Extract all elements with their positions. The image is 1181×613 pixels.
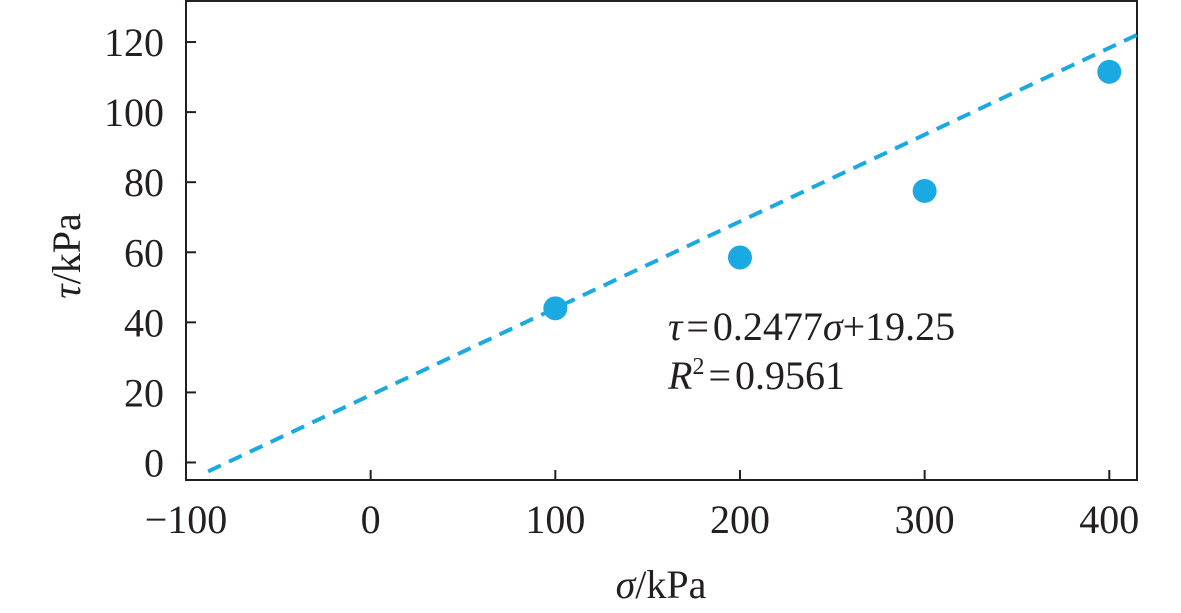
y-tick-label: 60 [124, 230, 164, 275]
y-tick-label: 0 [144, 440, 164, 485]
y-tick-label: 80 [124, 160, 164, 205]
plot-frame-group [185, 0, 1138, 481]
x-tick-label: 400 [1079, 497, 1139, 542]
regression-equation: τ = 0.2477σ+19.25 [668, 304, 955, 349]
data-point [912, 178, 937, 203]
r-squared-label: R2 = 0.9561 [667, 353, 845, 398]
x-tick-label: 0 [361, 497, 381, 542]
x-tick-label: 100 [525, 497, 585, 542]
fit-line-group [207, 33, 1138, 474]
y-tick-label: 40 [124, 300, 164, 345]
x-tick-label: −100 [145, 497, 228, 542]
y-tick-label: 100 [104, 90, 164, 135]
data-point [727, 245, 752, 270]
x-axis-title: σ/kPa [616, 562, 707, 607]
y-tick-label: 120 [104, 20, 164, 65]
x-tick-label: 300 [895, 497, 955, 542]
y-axis-title: τ/kPa [44, 213, 89, 299]
data-point [1097, 59, 1122, 84]
plot-frame [185, 0, 1138, 481]
ticks-group: 0 20 40 60 80 100 120 −100 0 100 200 300 400 [104, 20, 1139, 542]
fit-line [207, 33, 1138, 474]
y-tick-label: 20 [124, 370, 164, 415]
data-point [543, 296, 568, 321]
x-tick-label: 200 [710, 497, 770, 542]
data-points-group [543, 59, 1122, 321]
